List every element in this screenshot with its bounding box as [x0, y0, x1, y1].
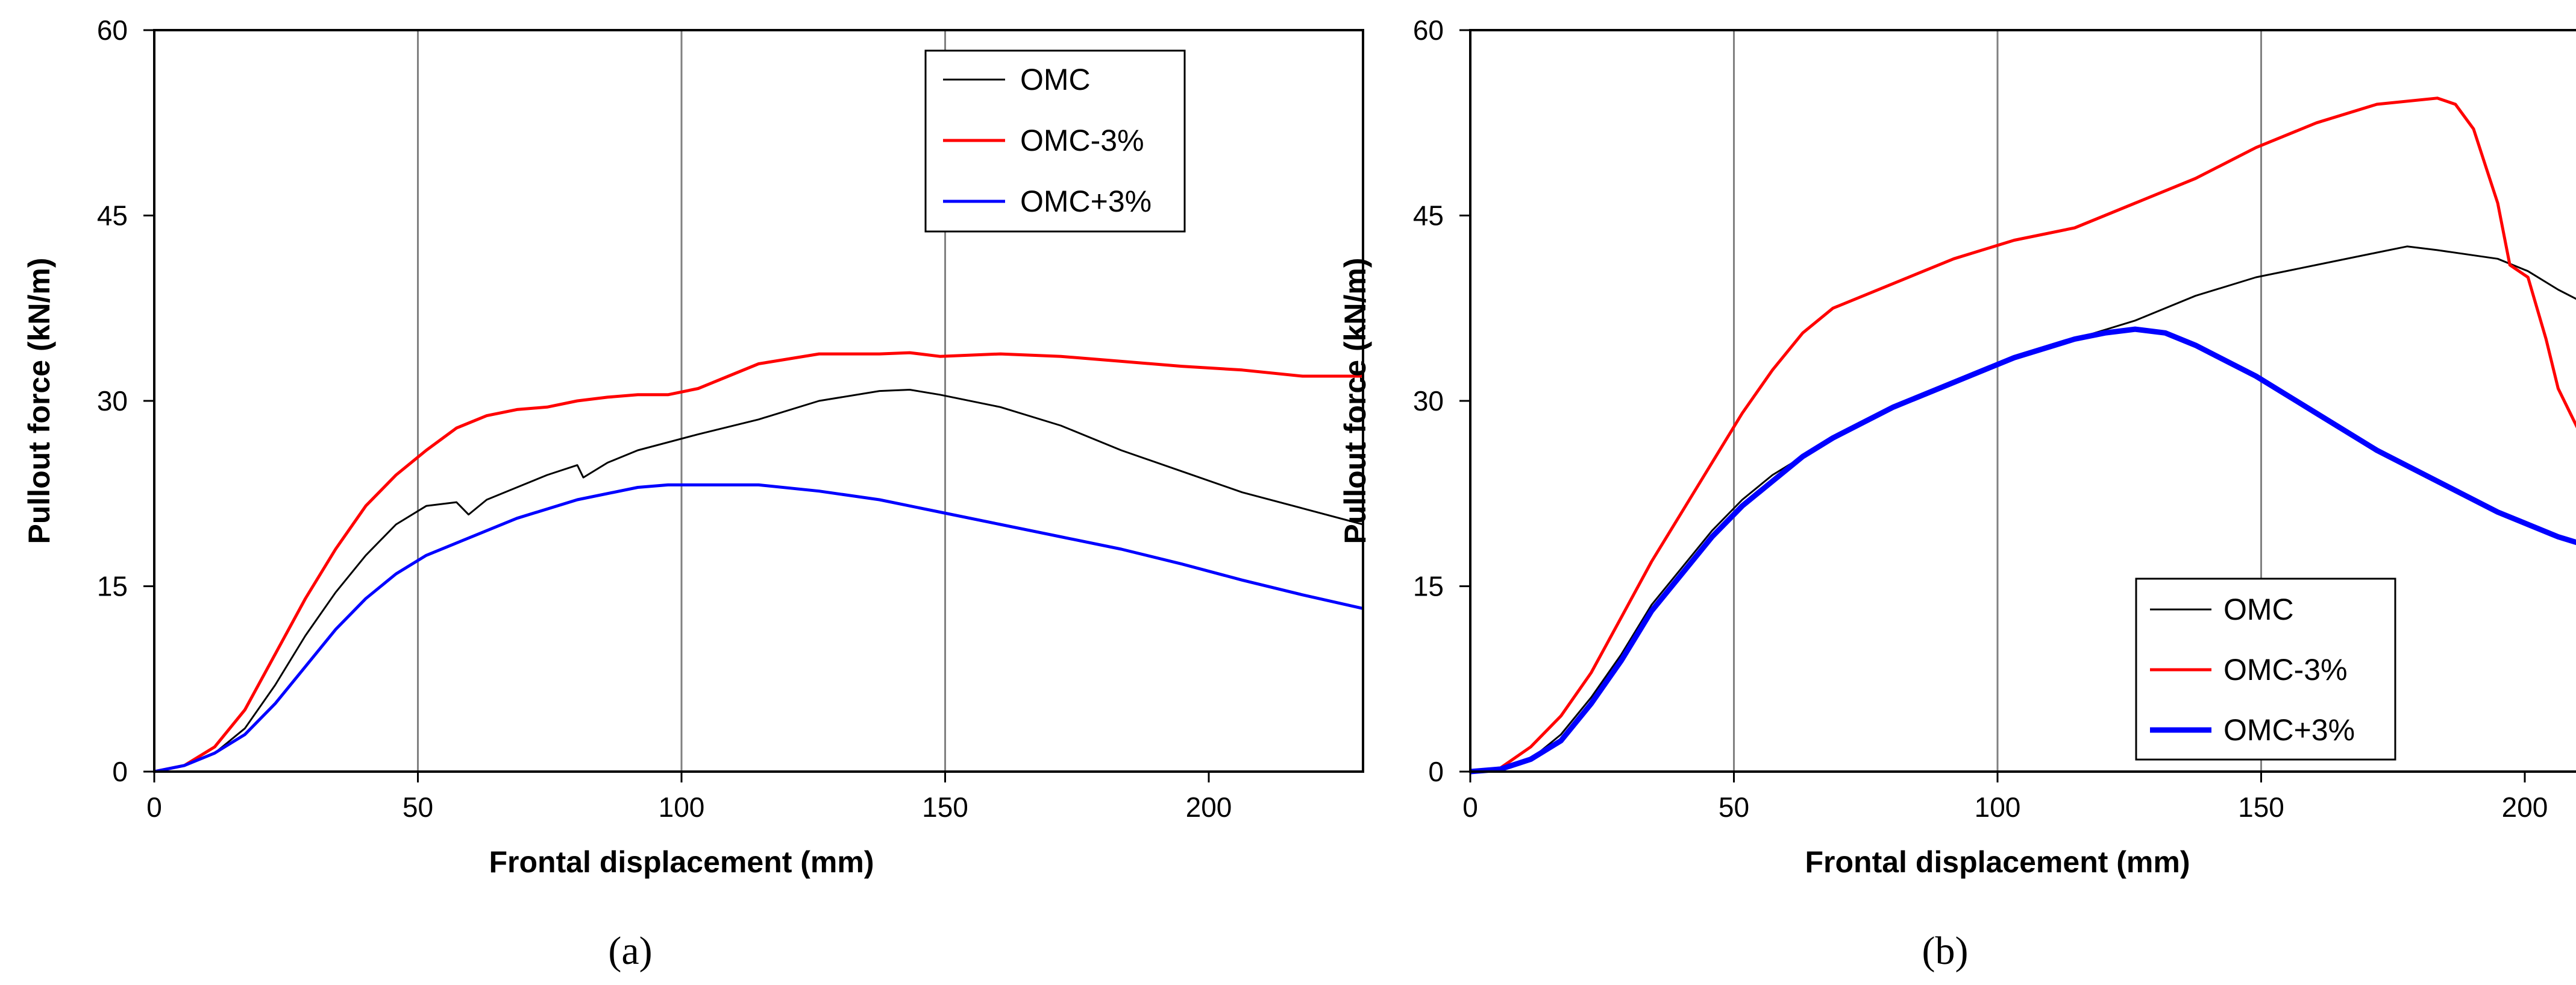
panel-caption-a: (a): [608, 929, 652, 973]
series-line-omc+3: [154, 483, 1364, 773]
x-axis: 0 50 100 150 200 Frontal displacement (m…: [146, 772, 1232, 879]
legend-label-omc+3: OMC+3%: [2223, 713, 2355, 747]
y-tick-label: 45: [97, 200, 128, 231]
series-line-omc-3: [1470, 96, 2576, 773]
x-axis-title: Frontal displacement (mm): [1805, 845, 2190, 879]
y-tick-label: 45: [1413, 200, 1444, 231]
series-line-omc: [154, 389, 1364, 773]
legend-label-omc+3: OMC+3%: [1020, 184, 1152, 218]
panel-caption-b: (b): [1922, 929, 1969, 973]
x-axis: 0 50 100 150 200 Frontal displacement (m…: [1462, 772, 2548, 879]
x-tick-label: 200: [2502, 791, 2548, 823]
x-tick-label: 150: [2238, 791, 2284, 823]
x-axis-title: Frontal displacement (mm): [489, 845, 874, 879]
legend: OMC OMC-3% OMC+3%: [2135, 577, 2396, 761]
legend-label-omc: OMC: [2223, 593, 2294, 626]
legend: OMC OMC-3% OMC+3%: [924, 49, 1186, 233]
x-tick-label: 150: [922, 791, 968, 823]
panel-a-plot: [154, 351, 1364, 773]
panel-a-grid: [417, 30, 946, 772]
x-tick-label: 0: [146, 791, 162, 823]
panel-a: 0 50 100 150 200 Frontal displacement (m…: [22, 14, 1364, 973]
legend-label-omc-3: OMC-3%: [1020, 124, 1144, 157]
x-tick-label: 50: [403, 791, 433, 823]
x-tick-label: 0: [1462, 791, 1478, 823]
y-axis-title: Pullout force (kN/m): [1338, 257, 1372, 544]
y-tick-label: 0: [1428, 756, 1444, 787]
y-tick-label: 0: [112, 756, 128, 787]
legend-label-omc-3: OMC-3%: [2223, 653, 2348, 687]
x-tick-label: 50: [1719, 791, 1749, 823]
series-line-omc-3: [154, 351, 1363, 773]
y-tick-label: 15: [97, 571, 128, 602]
series-line-omc+3: [1470, 326, 2576, 775]
x-tick-label: 100: [1975, 791, 2021, 823]
x-tick-label: 200: [1186, 791, 1232, 823]
y-tick-label: 30: [1413, 385, 1444, 417]
series-line-omc: [1470, 245, 2576, 773]
y-tick-label: 60: [97, 14, 128, 46]
y-axis: 0 15 30 45 60 Pullout force (kN/m): [22, 14, 154, 787]
y-tick-label: 30: [97, 385, 128, 417]
panel-b: 0 50 100 150 200 Frontal displacement (m…: [1338, 14, 2576, 973]
plot-frame: [1469, 29, 2576, 773]
legend-label-omc: OMC: [1020, 63, 1091, 96]
y-axis-title: Pullout force (kN/m): [22, 257, 56, 544]
y-axis: 0 15 30 45 60 Pullout force (kN/m): [1338, 14, 1470, 787]
y-tick-label: 15: [1413, 571, 1444, 602]
x-tick-label: 100: [659, 791, 705, 823]
panel-b-plot: [1470, 96, 2576, 775]
y-tick-label: 60: [1413, 14, 1444, 46]
